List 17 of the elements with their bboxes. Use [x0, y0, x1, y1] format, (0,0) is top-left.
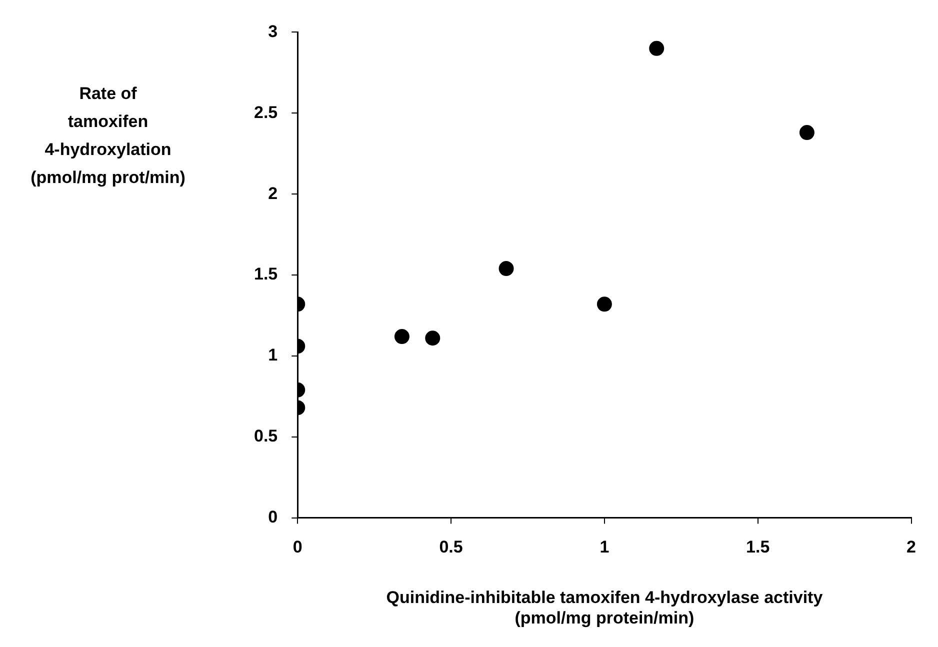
- x-tick-label: 2: [906, 538, 916, 557]
- point: [596, 296, 612, 312]
- y-tick-label: 0: [268, 507, 278, 526]
- y-tick-label: 1: [268, 346, 278, 365]
- y-tick-label: 2.5: [254, 102, 278, 122]
- x-tick-label: 1: [600, 538, 610, 557]
- y-tick-label: 2: [268, 184, 278, 203]
- y-tick-label: 3: [268, 22, 278, 41]
- point: [649, 40, 664, 56]
- x-tick-label: 1.5: [746, 538, 770, 557]
- y-tick-label: 0.5: [254, 426, 278, 446]
- x-axis-title: Quinidine-inhibitable tamoxifen 4-hydroxylase activity (pmol/mg protein/min): [386, 588, 824, 628]
- x-tick-label: 0.5: [439, 538, 463, 557]
- x-tick-label: 0: [292, 538, 302, 557]
- y-axis-title: Rate of tamoxifen 4-hydroxylation (pmol/mg prot/min): [30, 83, 186, 189]
- point: [799, 125, 814, 140]
- y-tick-label: 1.5: [254, 264, 278, 284]
